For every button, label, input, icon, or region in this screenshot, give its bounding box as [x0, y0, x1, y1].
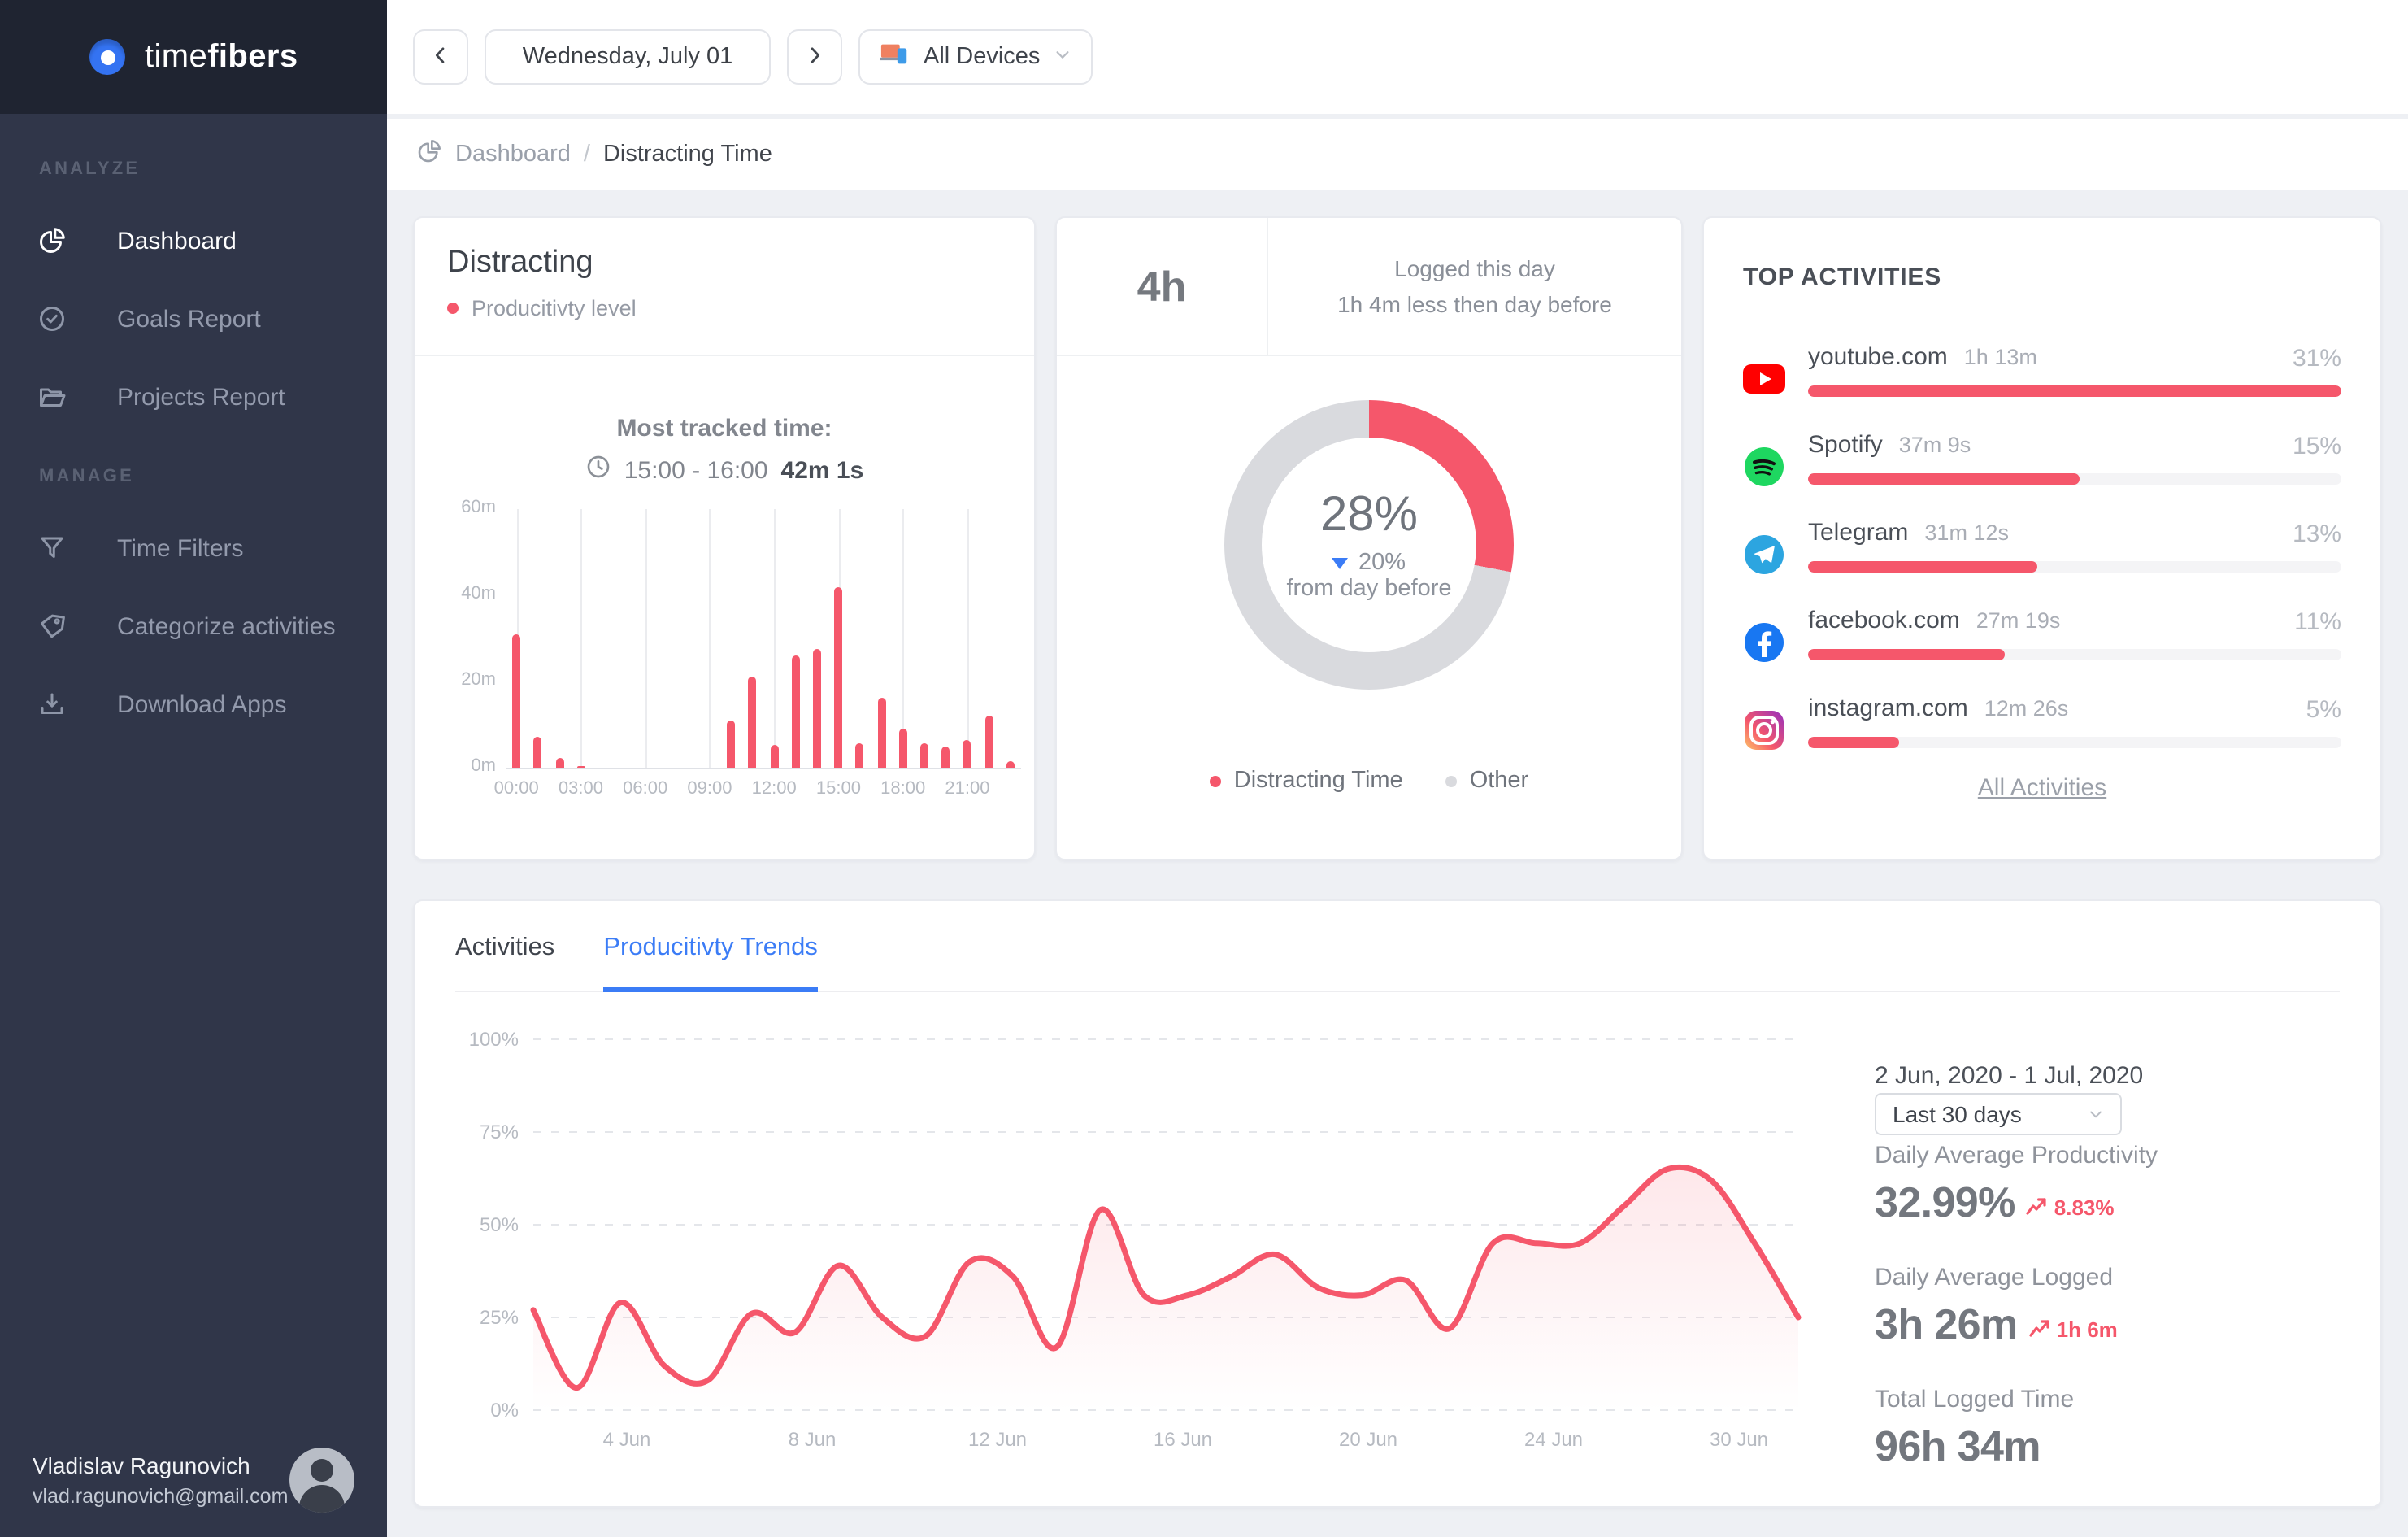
date-picker-button[interactable]: Wednesday, July 01 — [485, 29, 771, 85]
breadcrumb-current: Distracting Time — [602, 142, 772, 168]
content: Distracting Producitivty level Most trac… — [387, 190, 2408, 1537]
tab-productivity-trends[interactable]: Producitivty Trends — [603, 901, 818, 992]
hourly-bar-chart: Most tracked time: 15:00 - 16:00 42m 1s … — [415, 356, 1034, 860]
sidebar-item-goals-report[interactable]: Goals Report — [0, 280, 387, 358]
youtube-icon — [1743, 358, 1785, 400]
chevron-left-icon — [429, 43, 452, 71]
chevron-down-icon — [1053, 44, 1071, 70]
sidebar-item-projects-report[interactable]: Projects Report — [0, 358, 387, 436]
date-range: 2 Jun, 2020 - 1 Jul, 2020 — [1875, 1062, 2144, 1090]
top-activities-title: TOP ACTIVITIES — [1743, 263, 1942, 291]
trend-up-icon — [2027, 1198, 2047, 1215]
pie-chart-icon — [416, 137, 442, 172]
avg-logged-value: 3h 26m — [1875, 1300, 2018, 1348]
trend-stats-panel: 2 Jun, 2020 - 1 Jul, 2020 Last 30 days D… — [1875, 1062, 2158, 1470]
activity-bar — [1808, 385, 2341, 397]
triangle-down-icon — [1332, 557, 1349, 568]
productivity-level-dot — [447, 303, 459, 314]
legend-dot-distracting — [1209, 775, 1221, 786]
download-icon — [36, 688, 68, 721]
prev-day-button[interactable] — [413, 29, 468, 85]
avatar[interactable] — [289, 1448, 354, 1513]
clock-icon — [585, 454, 611, 488]
devices-icon — [880, 41, 911, 73]
activity-row-telegram[interactable]: Telegram 31m 12s 13% — [1743, 519, 2341, 574]
donut-percent: 28% — [1319, 488, 1419, 542]
sidebar-item-categorize-activities[interactable]: Categorize activities — [0, 587, 387, 665]
sidebar-section-manage: MANAGE — [39, 467, 134, 486]
sidebar: timefibers ANALYZE Dashboard Goals Repor… — [0, 0, 387, 1537]
activity-row-youtube[interactable]: youtube.com 1h 13m 31% — [1743, 343, 2341, 398]
sidebar-section-analyze: ANALYZE — [39, 159, 141, 179]
sidebar-item-download-apps[interactable]: Download Apps — [0, 665, 387, 743]
activity-bar — [1808, 561, 2038, 573]
legend-dot-other — [1445, 775, 1457, 786]
telegram-icon — [1743, 533, 1785, 576]
activity-row-instagram[interactable]: instagram.com 12m 26s 5% — [1743, 694, 2341, 750]
instagram-icon — [1743, 709, 1785, 751]
main-area: Wednesday, July 01 All Devices Dashboard… — [387, 0, 2408, 1537]
trend-up-icon — [2029, 1320, 2049, 1337]
chevron-right-icon — [803, 43, 826, 71]
donut-legend: Distracting Time Other — [1057, 768, 1681, 794]
spotify-icon — [1743, 446, 1785, 488]
activity-bar — [1808, 737, 1899, 748]
activity-bar — [1808, 649, 2006, 660]
user-profile[interactable]: Vladislav Ragunovich vlad.ragunovich@gma… — [0, 1423, 387, 1537]
breadcrumb: Dashboard / Distracting Time — [387, 114, 2408, 190]
donut-chart: 28% 20% from day before — [1224, 400, 1514, 690]
avg-logged-delta: 1h 6m — [2029, 1317, 2118, 1341]
devices-dropdown[interactable]: All Devices — [858, 29, 1093, 85]
trends-area-chart — [530, 1038, 1802, 1411]
facebook-icon — [1743, 621, 1785, 664]
trends-card: Activities Producitivty Trends — [413, 899, 2382, 1508]
brand[interactable]: timefibers — [0, 0, 387, 114]
sidebar-item-time-filters[interactable]: Time Filters — [0, 509, 387, 587]
funnel-icon — [36, 532, 68, 564]
breadcrumb-dashboard[interactable]: Dashboard — [455, 142, 571, 168]
avg-productivity-delta: 8.83% — [2027, 1195, 2115, 1219]
avg-productivity-value: 32.99% — [1875, 1178, 2015, 1226]
check-circle-icon — [36, 303, 68, 335]
activity-row-facebook[interactable]: facebook.com 27m 19s 11% — [1743, 607, 2341, 662]
user-email: vlad.ragunovich@gmail.com — [33, 1485, 289, 1508]
logged-hours: 4h — [1057, 218, 1268, 355]
chevron-down-icon — [2088, 1101, 2104, 1127]
folder-open-icon — [36, 381, 68, 413]
donut-logo-icon — [89, 39, 125, 75]
brand-name: timefibers — [145, 38, 298, 74]
total-logged-value: 96h 34m — [1875, 1422, 2041, 1470]
activity-bar — [1808, 473, 2080, 485]
distracting-card: Distracting Producitivty level Most trac… — [413, 216, 1036, 860]
user-name: Vladislav Ragunovich — [33, 1452, 250, 1478]
card-subtitle: Producitivty level — [472, 296, 637, 320]
sidebar-item-dashboard[interactable]: Dashboard — [0, 202, 387, 280]
tag-icon — [36, 610, 68, 642]
logged-day-card: 4h Logged this day 1h 4m less then day b… — [1055, 216, 1683, 860]
card-title: Distracting — [447, 246, 593, 280]
top-activities-card: TOP ACTIVITIES youtube.com 1h 13m 31% Spot… — [1702, 216, 2382, 860]
next-day-button[interactable] — [787, 29, 842, 85]
toolbar: Wednesday, July 01 All Devices — [387, 0, 2408, 114]
tabs: Activities Producitivty Trends — [455, 901, 2340, 992]
activity-row-spotify[interactable]: Spotify 37m 9s 15% — [1743, 431, 2341, 486]
tab-activities[interactable]: Activities — [455, 934, 555, 961]
pie-chart-icon — [36, 224, 68, 257]
period-select[interactable]: Last 30 days — [1875, 1093, 2122, 1135]
all-activities-link[interactable]: All Activities — [1977, 774, 2107, 802]
